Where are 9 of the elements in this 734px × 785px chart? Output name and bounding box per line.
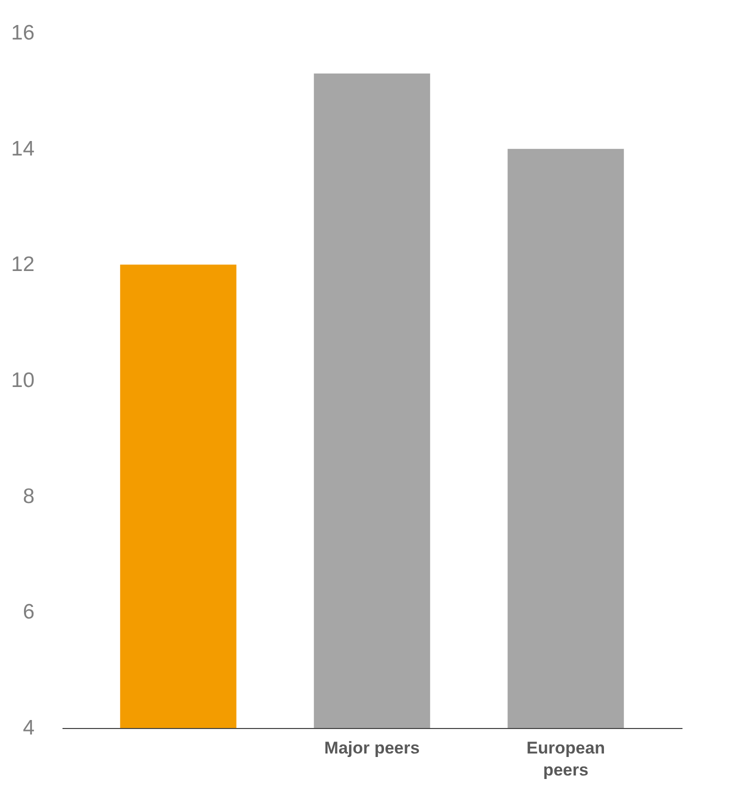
y-tick-label: 16 [11,22,34,44]
y-tick-label: 14 [11,137,35,160]
y-tick-label: 10 [11,369,34,392]
y-tick-label: 6 [22,600,34,624]
x-tick-label: Major peers [324,738,420,758]
y-tick-label: 8 [22,484,34,508]
y-tick-label: 4 [22,716,35,740]
y-tick-label: 12 [11,253,34,276]
x-tick-label: European peers [526,738,605,780]
